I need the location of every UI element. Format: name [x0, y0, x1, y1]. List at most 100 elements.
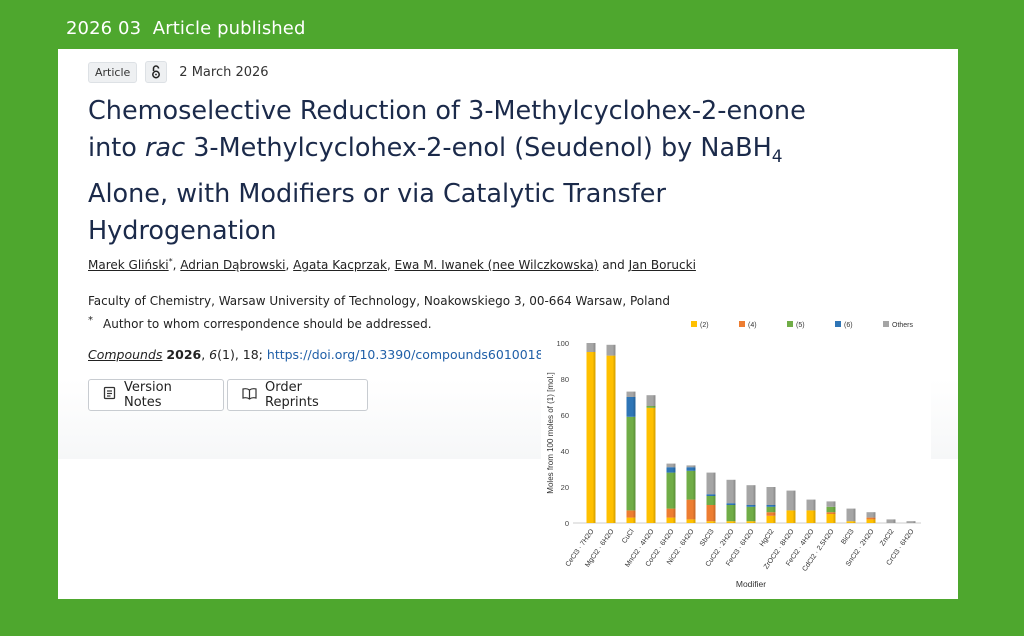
author-and: and — [602, 258, 625, 272]
bar-shade — [833, 501, 836, 507]
bar-segment — [706, 496, 716, 505]
bar-shade — [593, 343, 596, 352]
bar-segment — [686, 499, 696, 520]
author-link[interactable]: Adrian Dąbrowski — [180, 258, 286, 272]
bar-shade — [753, 521, 756, 523]
bar-segment — [846, 521, 856, 523]
bar-segment — [826, 506, 836, 513]
article-title: Chemoselective Reduction of 3-Methylcycl… — [88, 93, 808, 250]
y-tick-label: 80 — [561, 375, 569, 384]
bar-segment — [746, 505, 756, 507]
author-link[interactable]: Agata Kacprzak — [293, 258, 387, 272]
open-access-icon[interactable] — [145, 61, 168, 83]
bar-segment — [606, 355, 616, 523]
bar-shade — [853, 508, 856, 522]
bar-segment — [726, 479, 736, 504]
author-list: Marek Gliński*, Adrian Dąbrowski, Agata … — [88, 257, 696, 272]
bar-shade — [833, 512, 836, 514]
bar-shade — [813, 499, 816, 511]
version-notes-button[interactable]: Version Notes — [88, 379, 224, 411]
citation: Compounds 2026, 6(1), 18; https://doi.or… — [88, 347, 544, 362]
bar-shade — [753, 485, 756, 505]
bar-shade — [633, 397, 636, 417]
bar-shade — [713, 521, 716, 523]
legend-swatch — [739, 321, 745, 327]
x-tick-label: SbCl3 — [699, 528, 716, 548]
bar-shade — [773, 512, 776, 516]
bar-segment — [626, 510, 636, 518]
bar-segment — [766, 487, 776, 505]
bar-segment — [766, 506, 776, 513]
author-link[interactable]: Ewa M. Iwanek (nee Wilczkowska) — [394, 258, 599, 272]
bar-shade — [693, 519, 696, 523]
bar-segment — [626, 397, 636, 417]
bar-shade — [733, 521, 736, 523]
bar-shade — [773, 515, 776, 523]
legend-label: Others — [892, 322, 914, 329]
bar-segment — [666, 467, 676, 473]
citation-volume: 6 — [209, 347, 218, 362]
bar-segment — [726, 503, 736, 505]
bar-segment — [826, 501, 836, 507]
y-tick-label: 60 — [561, 411, 569, 420]
publication-banner: 2026 03 Article published — [66, 18, 306, 39]
bar-segment — [826, 512, 836, 514]
bar-segment — [666, 508, 676, 518]
bar-shade — [793, 510, 796, 523]
banner-text: Article published — [152, 18, 306, 39]
bar-shade — [633, 391, 636, 397]
y-axis-label: Moles from 100 moles of (1) [mol.] — [546, 372, 555, 493]
bar-segment — [626, 391, 636, 397]
bar-shade — [693, 499, 696, 520]
bar-segment — [706, 472, 716, 495]
bar-segment — [906, 521, 916, 523]
legend-label: (2) — [700, 322, 709, 329]
bar-segment — [646, 406, 656, 408]
bar-shade — [773, 487, 776, 505]
bar-segment — [646, 395, 656, 406]
bar-segment — [806, 510, 816, 523]
bar-shade — [693, 467, 696, 471]
correspondence-note: * Author to whom correspondence should be… — [88, 315, 432, 331]
x-tick-label: HgCl2 — [759, 528, 776, 548]
journal-link[interactable]: Compounds — [88, 347, 163, 362]
y-tick-label: 100 — [556, 339, 569, 348]
doi-link[interactable]: https://doi.org/10.3390/compounds6010018 — [266, 347, 544, 362]
bar-segment — [686, 519, 696, 523]
bar-shade — [673, 463, 676, 468]
bar-shade — [753, 505, 756, 507]
legend-label: (6) — [844, 322, 853, 329]
bar-segment — [646, 407, 656, 523]
corresponding-mark: * — [168, 257, 173, 266]
bar-segment — [846, 508, 856, 522]
order-reprints-button[interactable]: Order Reprints — [227, 379, 368, 411]
publication-date: 2 March 2026 — [179, 64, 269, 80]
bar-shade — [693, 465, 696, 468]
author-link[interactable]: Marek Gliński — [88, 258, 169, 272]
notes-icon — [103, 386, 116, 404]
x-tick-label: ZnCl2 — [879, 528, 896, 547]
bar-segment — [706, 521, 716, 523]
bar-segment — [786, 490, 796, 511]
banner-date: 2026 03 — [66, 18, 142, 39]
bar-segment — [606, 344, 616, 356]
bar-shade — [773, 506, 776, 513]
legend-swatch — [787, 321, 793, 327]
legend-swatch — [835, 321, 841, 327]
version-notes-label: Version Notes — [124, 380, 172, 410]
bar-shade — [733, 503, 736, 505]
x-axis-label: Modifier — [736, 579, 766, 589]
bar-shade — [713, 494, 716, 496]
bar-shade — [653, 407, 656, 523]
bar-shade — [713, 496, 716, 505]
bar-shade — [853, 521, 856, 523]
bar-segment — [726, 521, 736, 523]
author-link[interactable]: Jan Borucki — [628, 258, 696, 272]
title-text-2: 3-Methylcyclohex-2-enol (Seudenol) by Na… — [185, 133, 772, 163]
y-tick-label: 40 — [561, 447, 569, 456]
bar-segment — [866, 517, 876, 520]
bar-shade — [813, 510, 816, 523]
bar-segment — [686, 467, 696, 471]
stacked-bar-chart: (2) (4) (5) (6) Others 0 20 40 60 80 100 Moles from… — [541, 315, 931, 593]
bar-shade — [633, 416, 636, 511]
